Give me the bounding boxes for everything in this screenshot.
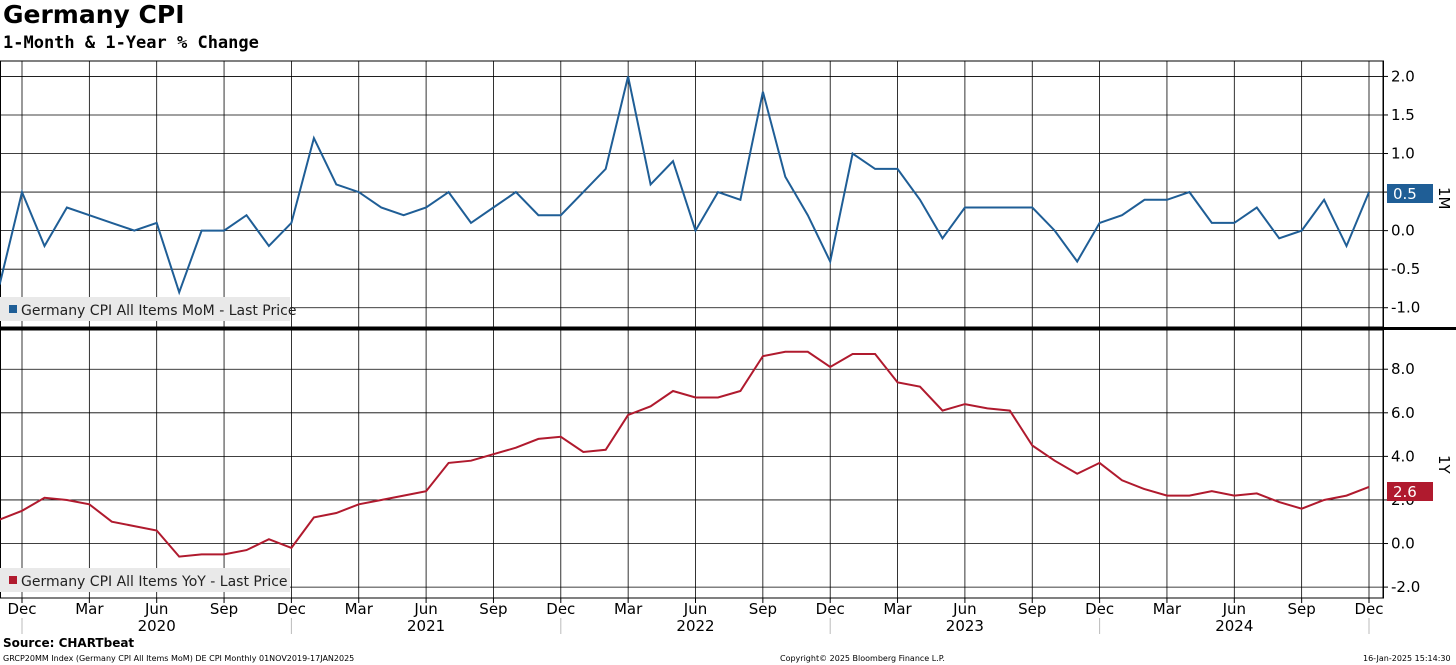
y-tick-label: -1.0 xyxy=(1391,299,1420,317)
x-tick-label: Mar xyxy=(1153,600,1182,618)
x-tick-label: Sep xyxy=(210,600,238,618)
x-year-label: 2022 xyxy=(676,617,714,635)
page-title: Germany CPI xyxy=(3,0,185,29)
y-tick-label: 1.5 xyxy=(1391,106,1415,124)
x-year-label: 2023 xyxy=(946,617,984,635)
legend-yoy-swatch xyxy=(9,576,17,584)
y-tick-label: 4.0 xyxy=(1391,447,1415,465)
legend-mom-swatch xyxy=(9,305,17,313)
axes: 2.01.51.00.50.0-0.5-1.08.06.04.02.00.0-2… xyxy=(0,61,1456,635)
x-tick-label: Sep xyxy=(749,600,777,618)
legend-mom-label: Germany CPI All Items MoM - Last Price xyxy=(21,303,296,319)
x-tick-label: Sep xyxy=(1288,600,1316,618)
footer-timestamp: 16-Jan-2025 15:14:30 xyxy=(1363,654,1451,663)
x-tick-label: Sep xyxy=(1018,600,1046,618)
x-tick-label: Dec xyxy=(816,600,845,618)
x-tick-label: Dec xyxy=(1085,600,1114,618)
x-tick-label: Jun xyxy=(1222,600,1246,618)
x-tick-label: Dec xyxy=(7,600,36,618)
series-line-0 xyxy=(0,76,1370,296)
x-tick-label: Mar xyxy=(883,600,912,618)
panel-frame-0 xyxy=(0,60,1384,328)
series-lines xyxy=(0,76,1370,558)
x-tick-label: Dec xyxy=(277,600,306,618)
x-tick-label: Jun xyxy=(683,600,707,618)
legend-yoy-background xyxy=(0,568,290,592)
axis-title-1y: 1Y xyxy=(1435,455,1453,475)
last-value-yoy: 2.6 xyxy=(1393,483,1417,501)
x-tick-label: Jun xyxy=(144,600,168,618)
x-tick-label: Jun xyxy=(413,600,437,618)
x-tick-label: Sep xyxy=(479,600,507,618)
panel-frame-1 xyxy=(0,329,1384,599)
footer-series-info: GRCP20MM Index (Germany CPI All Items Mo… xyxy=(3,654,355,663)
x-tick-label: Mar xyxy=(614,600,643,618)
y-tick-label: 0.0 xyxy=(1391,222,1415,240)
x-year-label: 2024 xyxy=(1215,617,1253,635)
footer-copyright: Copyright© 2025 Bloomberg Finance L.P. xyxy=(780,654,945,663)
last-value-mom: 0.5 xyxy=(1393,185,1417,203)
last-value-tag-yoy: 2.6 xyxy=(1387,482,1433,501)
source-note: Source: CHARTbeat xyxy=(3,636,135,650)
last-value-tag-mom: 0.5 xyxy=(1387,184,1433,203)
legend-yoy: Germany CPI All Items YoY - Last Price xyxy=(0,568,290,592)
chart-subtitle: 1-Month & 1-Year % Change xyxy=(3,33,259,53)
y-tick-label: 1.0 xyxy=(1391,145,1415,163)
x-tick-label: Jun xyxy=(952,600,976,618)
y-tick-label: 0.0 xyxy=(1391,535,1415,553)
y-tick-label: -0.5 xyxy=(1391,260,1420,278)
legend-yoy-label: Germany CPI All Items YoY - Last Price xyxy=(21,574,288,590)
legend-mom-background xyxy=(0,297,290,321)
y-tick-label: 2.0 xyxy=(1391,67,1415,85)
y-tick-label: -2.0 xyxy=(1391,578,1420,596)
legend-mom: Germany CPI All Items MoM - Last Price xyxy=(0,297,296,321)
x-tick-label: Mar xyxy=(345,600,374,618)
x-tick-label: Dec xyxy=(1354,600,1383,618)
x-year-label: 2021 xyxy=(407,617,445,635)
x-year-label: 2020 xyxy=(138,617,176,635)
y-tick-label: 8.0 xyxy=(1391,360,1415,378)
axis-title-1m: 1M xyxy=(1435,187,1453,210)
x-tick-label: Mar xyxy=(75,600,104,618)
y-tick-label: 6.0 xyxy=(1391,404,1415,422)
series-line-1 xyxy=(0,350,1370,558)
x-tick-label: Dec xyxy=(546,600,575,618)
